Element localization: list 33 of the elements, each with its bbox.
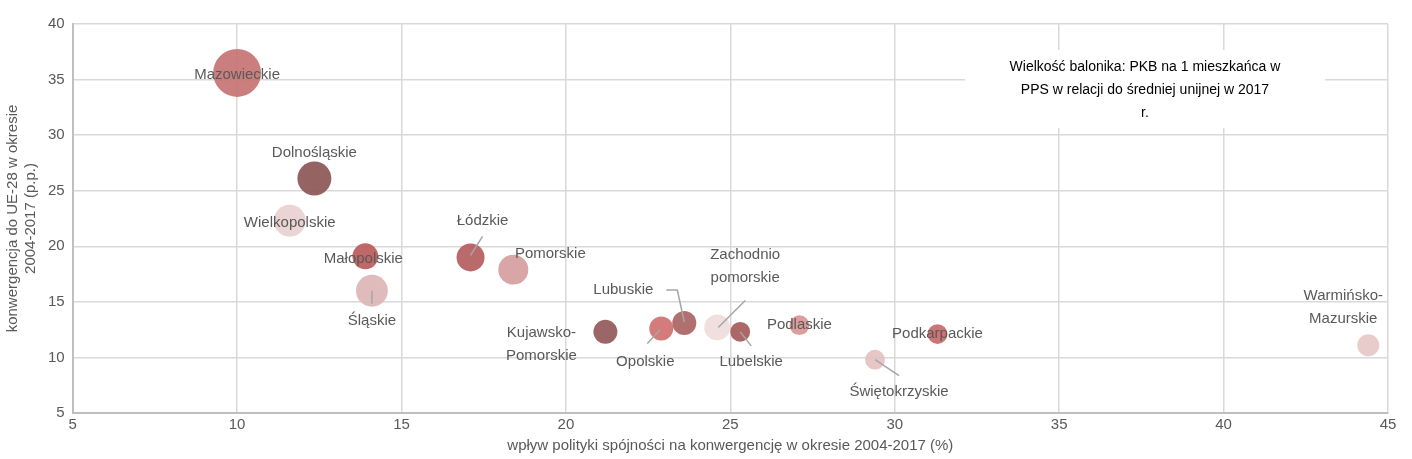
x-tick-label: 30 <box>886 415 904 433</box>
series-label: Pomorskie <box>514 243 586 261</box>
series-label: Lubelskie <box>719 352 783 370</box>
series-label: Dolnośląskie <box>271 142 357 160</box>
y-tick-label: 25 <box>48 180 65 198</box>
series-label: Lubuskie <box>593 280 654 298</box>
x-tick-label: 25 <box>722 415 739 433</box>
x-tick-label: 45 <box>1379 415 1397 433</box>
y-tick-label: 10 <box>48 347 65 365</box>
x-tick-label: 20 <box>557 415 575 433</box>
series-label: Świętokrzyskie <box>849 381 949 399</box>
series-label: Śląskie <box>347 310 397 328</box>
x-tick-label: 5 <box>68 415 77 433</box>
series-label: Opolskie <box>616 351 675 369</box>
x-tick-label: 10 <box>228 415 246 433</box>
note-panel: Wielkość balonika: PKB na 1 mieszkańca w PPS w relacji do średniej unijnej w 2017 r. <box>965 50 1325 128</box>
series-label: Łódzkie <box>456 210 509 228</box>
y-tick-label: 30 <box>48 125 65 143</box>
annotation: Wielkość balonika: PKB na 1 mieszkańca w PPS w relacji do średniej unijnej w 2017 r. <box>1009 56 1281 122</box>
y-tick-label: 20 <box>48 236 65 254</box>
y-tick-label: 40 <box>48 14 65 32</box>
series-label: Wielkopolskie <box>243 212 336 230</box>
y-tick-label: 5 <box>56 403 65 421</box>
y-axis-title: konwergencja do UE-28 w okresie 2004-2017 (p.p.) <box>3 104 39 333</box>
text: Zachodnio pomorskie <box>710 245 781 286</box>
x-tick-label: 15 <box>393 415 410 433</box>
series-label: Warmińsko-Mazurskie <box>1303 285 1383 326</box>
x-tick-label: 35 <box>1050 415 1068 433</box>
y-tick-label: 35 <box>48 69 65 87</box>
x-axis-title: wpływ polityki spójności na konwergencję w okresie 2004-2017 (%) <box>506 436 954 454</box>
y-tick-label: 15 <box>48 292 65 309</box>
series-label: Kujawsko-Pomorskie <box>505 322 577 363</box>
x-tick-label: 40 <box>1215 415 1232 433</box>
